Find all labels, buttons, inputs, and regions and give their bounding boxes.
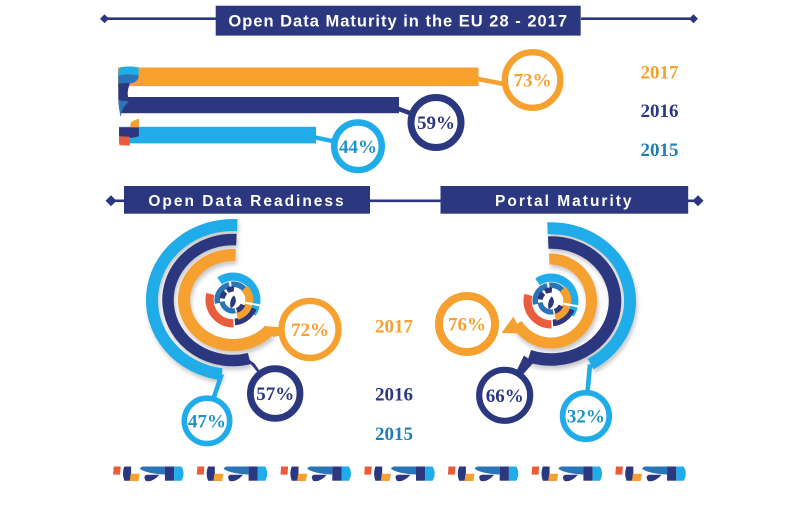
svg-text:76%: 76% xyxy=(448,315,486,336)
svg-text:2017: 2017 xyxy=(375,317,414,338)
svg-text:66%: 66% xyxy=(486,386,524,407)
svg-text:2016: 2016 xyxy=(375,385,413,406)
svg-text:44%: 44% xyxy=(339,137,377,158)
svg-text:2015: 2015 xyxy=(375,424,413,445)
svg-text:72%: 72% xyxy=(291,320,329,341)
svg-text:Portal Maturity: Portal Maturity xyxy=(495,193,634,210)
svg-text:59%: 59% xyxy=(417,113,455,134)
svg-text:73%: 73% xyxy=(514,71,552,92)
svg-text:Open Data Readiness: Open Data Readiness xyxy=(148,193,345,210)
svg-text:57%: 57% xyxy=(256,384,294,405)
svg-text:47%: 47% xyxy=(188,412,226,433)
svg-text:2016: 2016 xyxy=(641,101,679,122)
svg-text:2017: 2017 xyxy=(641,63,680,84)
svg-text:Open Data Maturity in the EU 2: Open Data Maturity in the EU 28 - 2017 xyxy=(228,13,568,31)
svg-text:32%: 32% xyxy=(567,407,605,428)
svg-text:2015: 2015 xyxy=(641,140,679,161)
